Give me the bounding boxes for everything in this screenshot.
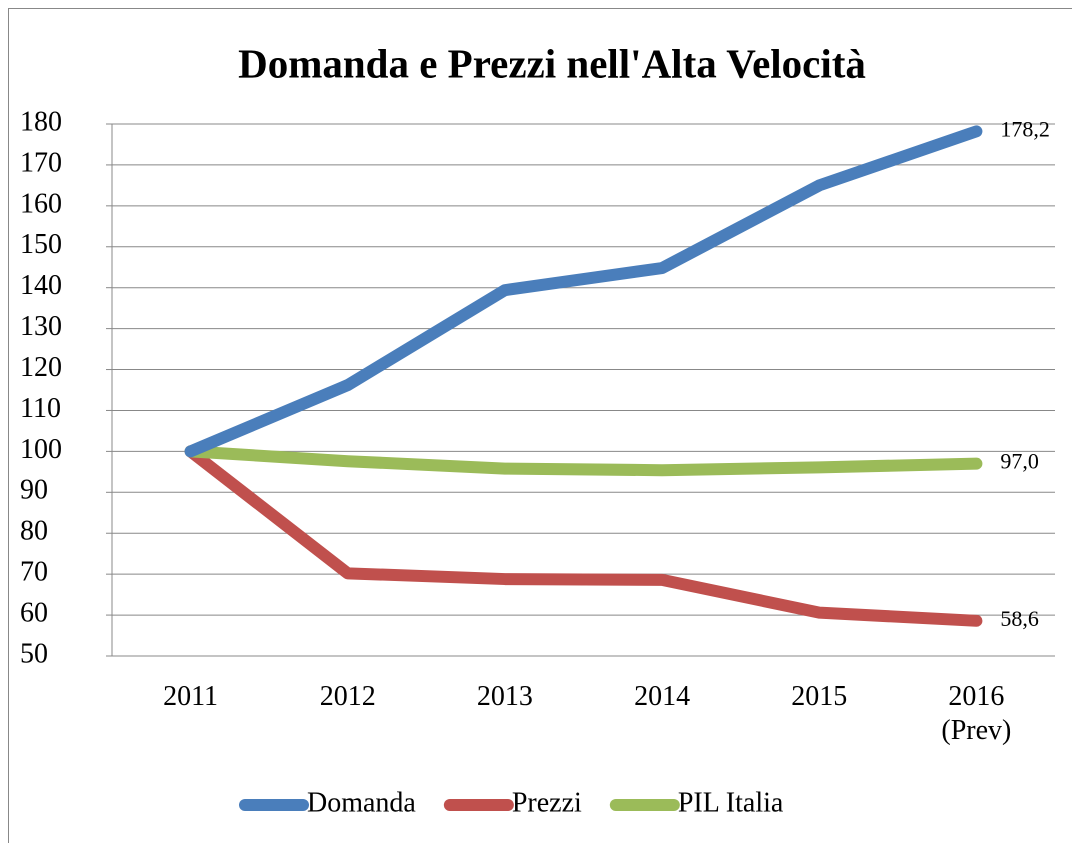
y-tick-label: 50 bbox=[20, 638, 48, 669]
y-tick-label: 160 bbox=[20, 188, 62, 219]
x-tick-label: 2012 bbox=[303, 680, 393, 714]
y-tick-label: 140 bbox=[20, 270, 62, 301]
chart-title: Domanda e Prezzi nell'Alta Velocità bbox=[238, 40, 866, 86]
y-tick-label: 70 bbox=[20, 557, 48, 588]
data-label: 97,0 bbox=[1000, 449, 1039, 474]
legend-label: PIL Italia bbox=[678, 787, 784, 818]
legend-label: Domanda bbox=[307, 787, 416, 818]
x-tick-label: 2014 bbox=[617, 680, 707, 714]
series-line bbox=[191, 451, 977, 620]
legend-label: Prezzi bbox=[512, 787, 582, 818]
series-line bbox=[191, 131, 977, 451]
data-label: 178,2 bbox=[1000, 116, 1050, 141]
y-tick-label: 170 bbox=[20, 147, 62, 178]
series-line bbox=[191, 451, 977, 470]
chart-border bbox=[9, 9, 1072, 844]
x-tick-label: 2016 (Prev) bbox=[931, 680, 1021, 748]
x-tick-label: 2013 bbox=[460, 680, 550, 714]
y-tick-label: 110 bbox=[20, 393, 61, 424]
y-tick-label: 120 bbox=[20, 352, 62, 383]
y-tick-label: 90 bbox=[20, 475, 48, 506]
y-tick-label: 130 bbox=[20, 311, 62, 342]
y-tick-label: 60 bbox=[20, 597, 48, 628]
y-tick-label: 180 bbox=[20, 106, 62, 137]
x-tick-label: 2011 bbox=[146, 680, 236, 714]
data-label: 58,6 bbox=[1000, 606, 1039, 631]
y-tick-label: 80 bbox=[20, 516, 48, 547]
x-tick-label: 2015 bbox=[774, 680, 864, 714]
y-tick-label: 150 bbox=[20, 229, 62, 260]
y-tick-label: 100 bbox=[20, 434, 62, 465]
